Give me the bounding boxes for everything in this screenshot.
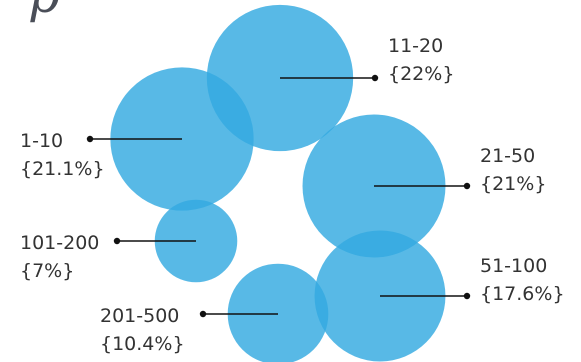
bubble-201-500 xyxy=(227,263,329,362)
category-label-101-200: 101-200 xyxy=(20,232,99,254)
category-label-201-500: 201-500 xyxy=(100,305,179,327)
value-label-201-500: {10.4%} xyxy=(100,333,185,355)
value-label-21-50: {21%} xyxy=(480,173,546,195)
category-label-51-100: 51-100 xyxy=(480,255,547,277)
leader-dot-11-20 xyxy=(371,74,379,82)
category-label-1-10: 1-10 xyxy=(20,130,63,152)
title-fragment: p xyxy=(28,0,60,24)
leader-dot-1-10 xyxy=(86,135,94,143)
leader-dot-101-200 xyxy=(113,237,121,245)
leader-dot-51-100 xyxy=(463,292,471,300)
leader-dot-21-50 xyxy=(463,182,471,190)
leader-lines xyxy=(86,74,471,318)
value-label-1-10: {21.1%} xyxy=(20,158,105,180)
labels: 1-10 {21.1%} 11-20 {22%} 21-50 {21%} 51-100 {17… xyxy=(20,35,565,355)
category-label-11-20: 11-20 xyxy=(388,35,443,57)
leader-dot-201-500 xyxy=(199,310,207,318)
value-label-101-200: {7%} xyxy=(20,260,74,282)
value-label-51-100: {17.6%} xyxy=(480,283,565,305)
value-label-11-20: {22%} xyxy=(388,63,454,85)
category-label-21-50: 21-50 xyxy=(480,145,535,167)
